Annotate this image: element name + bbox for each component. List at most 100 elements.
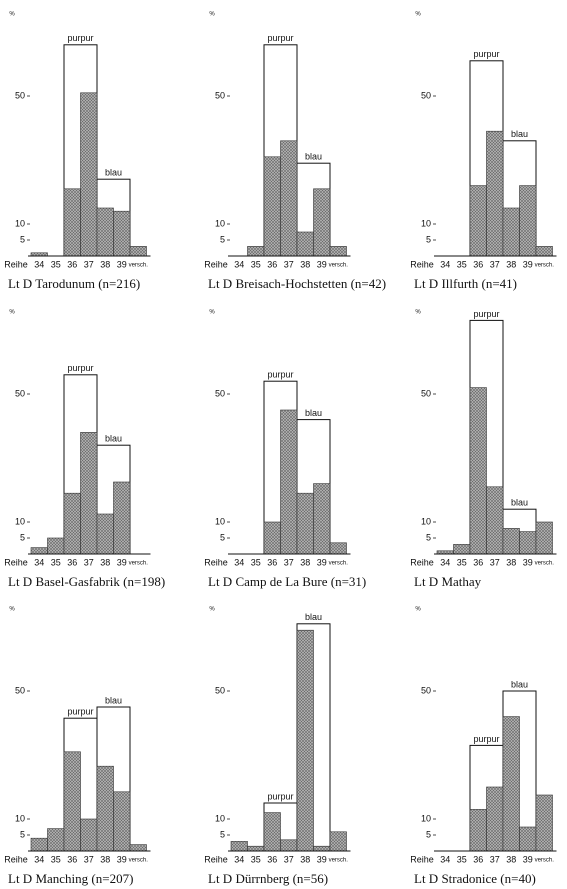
x-tick-label: 38 — [506, 259, 516, 269]
bar — [535, 794, 553, 852]
chart-title: Lt D Breisach-Hochstetten (n=42) — [208, 276, 386, 291]
bar — [453, 544, 471, 555]
x-tick-label: versch. — [129, 263, 149, 269]
x-tick-label: 35 — [457, 259, 467, 269]
x-tick-label: 36 — [267, 259, 277, 269]
y-tick-label: 10 — [215, 516, 225, 526]
x-tick-label: versch. — [129, 561, 149, 567]
x-axis-label: Reihe — [204, 854, 228, 864]
x-tick-label: 35 — [51, 854, 61, 864]
group-label: blau — [105, 434, 122, 444]
bar — [113, 481, 131, 555]
bar — [263, 812, 281, 852]
bar — [63, 188, 81, 257]
bar — [535, 246, 553, 257]
bar — [313, 845, 331, 852]
x-tick-label: versch. — [535, 263, 555, 269]
x-tick-label: 34 — [234, 259, 244, 269]
y-tick-label: 10 — [421, 516, 431, 526]
y-tick-label: 50 — [421, 388, 431, 398]
x-tick-label: 37 — [84, 259, 94, 269]
x-tick-label: 34 — [234, 557, 244, 567]
x-axis-label: Reihe — [4, 557, 28, 567]
bar — [329, 246, 347, 257]
y-tick-label: 10 — [421, 218, 431, 228]
y-axis-label: % — [9, 310, 15, 316]
bar — [263, 521, 281, 555]
x-axis-label: Reihe — [410, 557, 434, 567]
y-tick-label: 5 — [220, 532, 225, 542]
x-tick-label: versch. — [329, 263, 349, 269]
bar — [502, 528, 520, 555]
y-axis-label: % — [415, 12, 421, 18]
x-axis-label: Reihe — [410, 259, 434, 269]
x-tick-label: 34 — [440, 854, 450, 864]
y-tick-label: 5 — [20, 234, 25, 244]
x-tick-label: 39 — [117, 854, 127, 864]
bar — [280, 140, 298, 257]
x-tick-label: 35 — [251, 259, 261, 269]
x-tick-label: 34 — [34, 557, 44, 567]
x-tick-label: 39 — [523, 259, 533, 269]
bar — [280, 409, 298, 555]
y-tick-label: 10 — [421, 813, 431, 823]
group-label: purpur — [267, 791, 293, 801]
bar — [113, 791, 131, 852]
x-tick-label: 37 — [490, 259, 500, 269]
y-tick-label: 5 — [426, 829, 431, 839]
x-tick-label: 38 — [300, 259, 310, 269]
bar — [129, 844, 147, 852]
y-tick-label: 5 — [220, 234, 225, 244]
bar — [80, 432, 98, 555]
bar — [263, 156, 281, 257]
y-axis-label: % — [9, 607, 15, 613]
x-tick-label: 36 — [473, 557, 483, 567]
y-axis-label: % — [415, 607, 421, 613]
bar — [63, 492, 81, 555]
x-tick-label: 35 — [251, 854, 261, 864]
x-tick-label: 35 — [457, 557, 467, 567]
x-tick-label: 37 — [284, 259, 294, 269]
group-label: blau — [105, 168, 122, 178]
bar — [519, 531, 537, 555]
y-tick-label: 50 — [15, 685, 25, 695]
x-tick-label: versch. — [535, 858, 555, 864]
x-tick-label: 38 — [100, 557, 110, 567]
bar — [296, 629, 314, 852]
x-tick-label: 37 — [490, 854, 500, 864]
x-tick-label: 36 — [473, 854, 483, 864]
bar — [296, 492, 314, 555]
bar — [80, 92, 98, 257]
bar — [486, 786, 504, 852]
group-label: purpur — [67, 363, 93, 373]
x-tick-label: 39 — [317, 557, 327, 567]
x-tick-label: versch. — [329, 858, 349, 864]
bar — [129, 246, 147, 257]
x-tick-label: 36 — [67, 854, 77, 864]
bar — [247, 246, 265, 257]
x-axis-label: Reihe — [204, 259, 228, 269]
y-tick-label: 5 — [426, 532, 431, 542]
y-tick-label: 50 — [15, 90, 25, 100]
chart-title: Lt D Dürrnberg (n=56) — [208, 871, 328, 886]
y-tick-label: 50 — [215, 388, 225, 398]
x-tick-label: 38 — [300, 854, 310, 864]
group-label: purpur — [267, 370, 293, 380]
bar — [502, 207, 520, 257]
x-tick-label: 37 — [284, 854, 294, 864]
x-tick-label: versch. — [329, 561, 349, 567]
x-tick-label: 34 — [440, 259, 450, 269]
y-axis-label: % — [415, 310, 421, 316]
x-tick-label: 36 — [473, 259, 483, 269]
group-label: purpur — [473, 49, 499, 59]
x-tick-label: 37 — [84, 557, 94, 567]
bar — [535, 521, 553, 555]
group-label: blau — [511, 129, 528, 139]
x-tick-label: 34 — [34, 259, 44, 269]
group-label: blau — [305, 612, 322, 622]
x-axis-label: Reihe — [4, 259, 28, 269]
x-tick-label: 38 — [100, 854, 110, 864]
chart-title: Lt D Basel-Gasfabrik (n=198) — [8, 574, 165, 589]
bar — [486, 486, 504, 555]
group-label: blau — [305, 408, 322, 418]
